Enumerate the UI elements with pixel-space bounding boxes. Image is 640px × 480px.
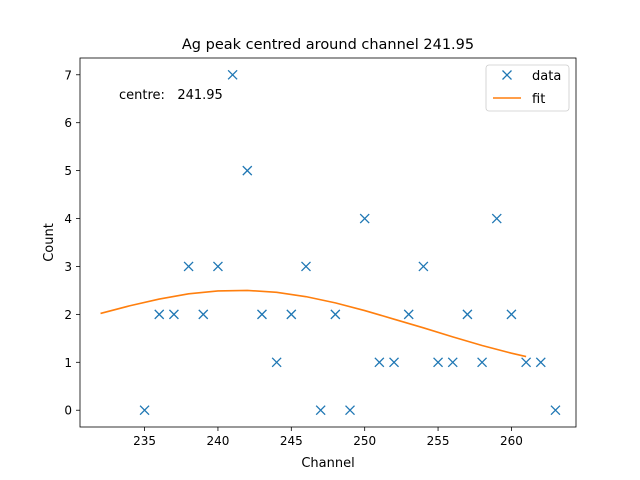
legend-data-label: data xyxy=(532,69,561,84)
data-point xyxy=(389,357,399,368)
data-point-stroke xyxy=(521,357,532,368)
y-tick-label: 6 xyxy=(64,116,72,130)
data-point xyxy=(198,309,209,320)
data-point-stroke xyxy=(389,357,399,368)
centre-annotation: centre: 241.95 xyxy=(119,88,223,103)
x-axis-label: Channel xyxy=(301,456,354,471)
x-tick-label: 255 xyxy=(427,434,450,448)
fit-line xyxy=(100,289,527,358)
data-point-stroke xyxy=(198,309,209,320)
data-point-stroke xyxy=(212,261,223,272)
data-point-stroke xyxy=(535,357,546,368)
data-point xyxy=(491,213,502,224)
legend-data-marker xyxy=(502,70,512,80)
data-point-stroke xyxy=(491,213,502,224)
data-point-stroke xyxy=(462,309,473,320)
data-point xyxy=(462,309,473,320)
data-point-stroke xyxy=(359,213,370,224)
y-tick-label: 3 xyxy=(64,260,72,274)
data-point-stroke xyxy=(345,405,355,416)
data-point-stroke xyxy=(139,405,150,416)
x-tick-label: 260 xyxy=(500,434,523,448)
data-point xyxy=(550,405,561,416)
data-point xyxy=(374,357,385,368)
data-point-stroke xyxy=(433,357,444,368)
data-point xyxy=(330,309,341,320)
data-point xyxy=(433,357,444,368)
y-axis-label: Count xyxy=(42,223,57,262)
data-point xyxy=(242,165,253,176)
legend-data-marker-glyph xyxy=(502,70,512,80)
data-point-stroke xyxy=(286,309,297,320)
data-point xyxy=(301,261,311,272)
x-tick-label: 235 xyxy=(133,434,156,448)
legend-fit-label: fit xyxy=(532,92,545,107)
data-point-stroke xyxy=(242,165,253,176)
y-tick-label: 7 xyxy=(64,68,72,82)
data-point-stroke xyxy=(227,69,238,80)
data-point-stroke xyxy=(447,357,458,368)
data-point-stroke xyxy=(330,309,341,320)
data-point-stroke xyxy=(154,309,165,320)
plot-frame xyxy=(79,57,577,428)
y-tick-label: 5 xyxy=(64,164,72,178)
data-point-stroke xyxy=(257,309,267,320)
data-point xyxy=(154,309,165,320)
data-point xyxy=(227,69,238,80)
data-point xyxy=(315,405,326,416)
axes: 235 240 245 250 255 260 0 1 2 3 4 5 6 7 xyxy=(64,68,523,448)
data-point xyxy=(521,357,532,368)
x-tick-label: 240 xyxy=(206,434,229,448)
data-point-stroke xyxy=(315,405,326,416)
data-point xyxy=(418,261,429,272)
data-point xyxy=(359,213,370,224)
y-tick-label: 4 xyxy=(64,212,72,226)
y-tick-label: 2 xyxy=(64,308,72,322)
y-tick-label: 1 xyxy=(64,356,72,370)
legend-data-marker-glyph-stroke xyxy=(502,70,512,80)
data-point-stroke xyxy=(183,261,194,272)
data-point-stroke xyxy=(271,357,282,368)
data-point xyxy=(506,309,517,320)
data-point xyxy=(257,309,267,320)
legend-box xyxy=(485,64,570,112)
x-tick-label: 250 xyxy=(353,434,376,448)
y-tick-label: 0 xyxy=(64,404,72,418)
data-point-stroke xyxy=(374,357,385,368)
data-point xyxy=(212,261,223,272)
data-point-stroke xyxy=(550,405,561,416)
data-point-stroke xyxy=(168,309,179,320)
data-point xyxy=(139,405,150,416)
data-point-stroke xyxy=(477,357,488,368)
data-point xyxy=(403,309,414,320)
data-point xyxy=(168,309,179,320)
data-point-stroke xyxy=(506,309,517,320)
data-point xyxy=(345,405,355,416)
chart-title: Ag peak centred around channel 241.95 xyxy=(182,37,474,53)
plot-area xyxy=(100,69,561,416)
data-point-stroke xyxy=(301,261,311,272)
legend: data fit xyxy=(485,64,570,112)
data-point-stroke xyxy=(403,309,414,320)
data-point xyxy=(271,357,282,368)
data-point-stroke xyxy=(418,261,429,272)
data-point xyxy=(286,309,297,320)
data-point xyxy=(183,261,194,272)
data-point xyxy=(477,357,488,368)
data-point xyxy=(447,357,458,368)
data-point xyxy=(535,357,546,368)
x-tick-label: 245 xyxy=(280,434,303,448)
